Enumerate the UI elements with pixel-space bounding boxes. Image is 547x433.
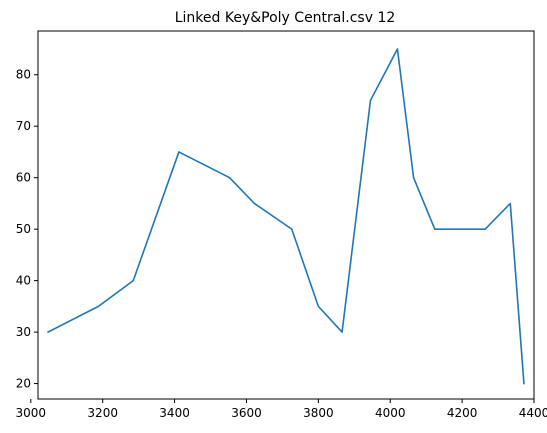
series-line bbox=[46, 48, 525, 385]
x-tick-label: 3400 bbox=[159, 406, 190, 420]
x-tick-label: 4400 bbox=[519, 406, 547, 420]
x-tick-label: 3000 bbox=[16, 406, 47, 420]
x-tick-label: 3800 bbox=[303, 406, 334, 420]
chart-title: Linked Key&Poly Central.csv 12 bbox=[175, 10, 396, 26]
plot-area bbox=[46, 48, 525, 385]
x-tick-label: 4000 bbox=[375, 406, 406, 420]
y-tick: 50 bbox=[16, 222, 38, 236]
y-tick-label: 30 bbox=[16, 325, 31, 339]
y-tick-label: 60 bbox=[16, 171, 31, 185]
x-tick: 3800 bbox=[303, 399, 334, 420]
y-tick: 40 bbox=[16, 274, 38, 288]
x-tick-label: 4200 bbox=[447, 406, 478, 420]
x-tick: 3000 bbox=[16, 399, 47, 420]
y-tick: 20 bbox=[16, 377, 38, 391]
y-tick: 70 bbox=[16, 119, 38, 133]
x-tick: 4200 bbox=[447, 399, 478, 420]
axes-frame bbox=[37, 30, 535, 400]
x-tick: 3400 bbox=[159, 399, 190, 420]
x-tick: 4400 bbox=[519, 399, 547, 420]
x-tick: 3600 bbox=[231, 399, 262, 420]
y-tick: 60 bbox=[16, 171, 38, 185]
y-tick-label: 80 bbox=[16, 68, 31, 82]
y-tick-label: 50 bbox=[16, 222, 31, 236]
x-tick: 3200 bbox=[87, 399, 118, 420]
x-axis: 3000 3200 3400 3600 3800 4000 4200 4400 bbox=[16, 399, 547, 420]
y-tick: 80 bbox=[16, 68, 38, 82]
y-tick-label: 40 bbox=[16, 274, 31, 288]
y-axis: 20 30 40 50 60 70 80 bbox=[16, 68, 38, 391]
y-tick-label: 70 bbox=[16, 119, 31, 133]
x-tick-label: 3600 bbox=[231, 406, 262, 420]
x-tick: 4000 bbox=[375, 399, 406, 420]
y-tick-label: 20 bbox=[16, 377, 31, 391]
y-tick: 30 bbox=[16, 325, 38, 339]
x-tick-label: 3200 bbox=[87, 406, 118, 420]
